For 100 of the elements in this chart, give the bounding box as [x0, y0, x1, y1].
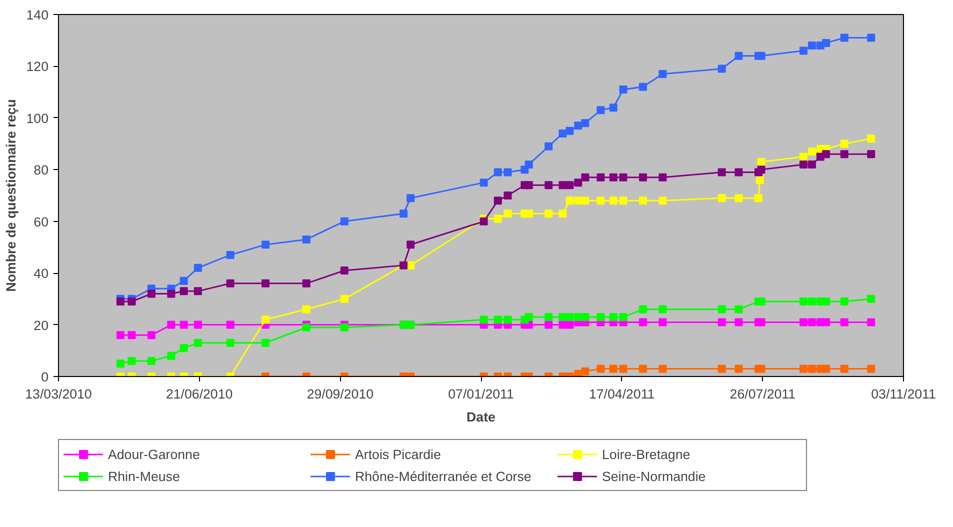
y-tick-label: 120 [26, 59, 49, 74]
point [822, 38, 830, 47]
point [619, 364, 628, 373]
point [226, 279, 234, 288]
point [840, 364, 848, 373]
point [596, 106, 605, 114]
point [638, 173, 647, 182]
point [800, 152, 808, 161]
point [718, 168, 726, 176]
point [494, 214, 502, 223]
point [638, 82, 647, 91]
point [494, 196, 502, 205]
point [619, 313, 628, 322]
point [480, 178, 488, 187]
point [566, 196, 574, 205]
point [808, 298, 816, 306]
point [596, 364, 605, 373]
point [808, 318, 816, 326]
point [658, 364, 667, 373]
point [340, 323, 348, 332]
point [734, 168, 743, 176]
point [194, 287, 202, 296]
point [544, 210, 553, 218]
point [147, 331, 156, 340]
point [808, 364, 816, 373]
point [734, 52, 743, 60]
y-tick-label: 0 [41, 370, 49, 384]
point [558, 210, 567, 218]
point [596, 313, 605, 322]
point [658, 196, 667, 205]
point [226, 320, 234, 329]
point [147, 290, 156, 298]
point [718, 318, 726, 326]
point [494, 316, 502, 324]
point [609, 173, 618, 182]
point [180, 287, 188, 296]
point [757, 158, 766, 166]
point [504, 168, 512, 176]
point [840, 150, 848, 158]
point [504, 316, 512, 324]
point [116, 331, 124, 340]
point [619, 173, 628, 182]
point [867, 364, 876, 373]
legend-label: Rhin-Meuse [108, 468, 181, 484]
point [808, 160, 816, 168]
point [638, 196, 647, 205]
point [840, 318, 848, 326]
x-tick-label: 07/01/2011 [448, 386, 514, 402]
point [340, 294, 348, 303]
x-tick-label: 21/06/2010 [166, 386, 233, 402]
point [180, 320, 188, 329]
point [524, 160, 533, 168]
point [658, 70, 667, 78]
point [734, 318, 743, 326]
point [167, 352, 176, 360]
point [609, 196, 618, 205]
point [822, 318, 830, 326]
point [867, 318, 876, 326]
point [757, 318, 766, 326]
point [718, 305, 726, 314]
point [581, 173, 590, 182]
point [867, 294, 876, 303]
point [658, 318, 667, 326]
point [116, 360, 124, 368]
point [302, 279, 310, 288]
point [609, 104, 618, 112]
point [800, 160, 808, 168]
point [718, 364, 726, 373]
point [524, 210, 533, 218]
point [609, 313, 618, 322]
point [609, 364, 618, 373]
point [800, 318, 808, 326]
point [504, 210, 512, 218]
point [340, 266, 348, 274]
point [524, 313, 533, 322]
y-tick-label: 40 [34, 266, 49, 282]
point [566, 320, 574, 329]
point [262, 316, 270, 324]
x-axis-title: Date [466, 410, 496, 424]
point [400, 210, 408, 218]
point [194, 264, 202, 272]
point [619, 85, 628, 94]
point [822, 364, 830, 373]
point [840, 140, 848, 148]
point [581, 196, 590, 205]
legend-label: Seine-Normandie [602, 468, 707, 484]
y-axis-title: Nombre de questionnaire reçu [3, 99, 18, 292]
point [808, 148, 816, 156]
point [808, 42, 816, 50]
point [544, 142, 553, 150]
point [581, 313, 590, 322]
point [480, 316, 488, 324]
x-tick-label: 17/04/2011 [588, 386, 655, 402]
point [596, 196, 605, 205]
point [754, 194, 762, 202]
point [116, 298, 124, 306]
point [544, 320, 553, 329]
point [734, 194, 743, 202]
point [718, 64, 726, 73]
point [262, 338, 270, 347]
